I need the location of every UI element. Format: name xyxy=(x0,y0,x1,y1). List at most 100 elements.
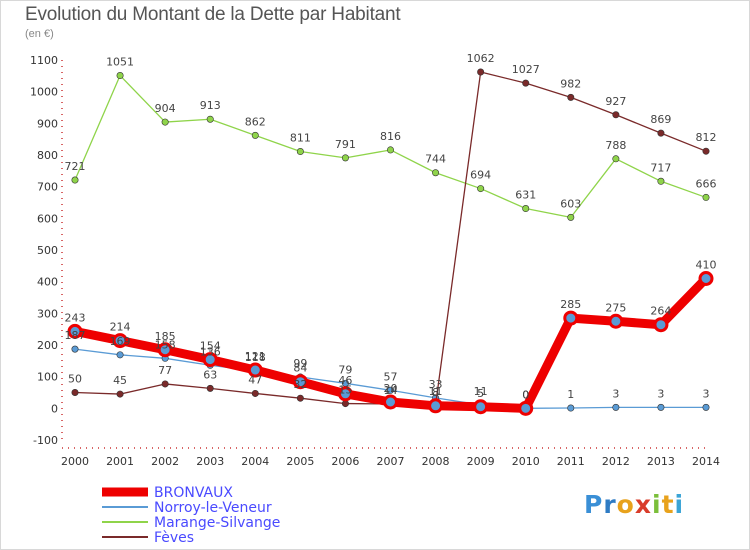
chart-title: Evolution du Montant de la Dette par Hab… xyxy=(25,4,401,25)
y-tick-label: 300 xyxy=(37,307,58,320)
data-label: 744 xyxy=(425,153,446,166)
data-label: 904 xyxy=(155,102,176,115)
y-tick-label: 600 xyxy=(37,212,58,225)
data-point xyxy=(206,384,214,392)
data-point xyxy=(206,115,214,123)
legend-label: Norroy-le-Veneur xyxy=(154,500,272,516)
data-label: 32 xyxy=(293,378,307,391)
data-label: 0 xyxy=(522,388,529,401)
chart-subtitle: (en €) xyxy=(25,28,54,40)
data-label: 862 xyxy=(245,115,266,128)
logo-letter: t xyxy=(661,490,675,519)
data-label: 15 xyxy=(338,384,352,397)
data-label: 869 xyxy=(650,113,671,126)
logo-letter: P xyxy=(584,490,604,519)
logo-letter: o xyxy=(616,490,635,519)
logo-letter: r xyxy=(603,490,617,519)
proxiti-logo: Proxiti xyxy=(584,490,684,519)
data-point xyxy=(383,394,398,410)
axes: -100010020030040050060070080090010001100… xyxy=(30,54,720,468)
data-point xyxy=(567,93,575,101)
x-tick-label: 2004 xyxy=(241,455,269,468)
data-label: 136 xyxy=(200,345,221,358)
data-point xyxy=(518,400,534,416)
data-label: 0 xyxy=(522,388,529,401)
data-point xyxy=(702,147,710,155)
data-label: 1027 xyxy=(512,63,540,76)
data-label: 410 xyxy=(696,259,717,272)
data-label: 47 xyxy=(248,373,262,386)
logo-letter: i xyxy=(652,490,662,519)
x-tick-label: 2011 xyxy=(557,455,585,468)
data-label: 285 xyxy=(560,298,581,311)
legend-label: BRONVAUX xyxy=(154,485,233,501)
data-label: 77 xyxy=(158,364,172,377)
y-tick-label: 1100 xyxy=(30,54,58,67)
data-label: 694 xyxy=(470,169,491,182)
data-point xyxy=(251,389,259,397)
data-label: 3 xyxy=(657,387,664,400)
y-tick-label: 500 xyxy=(37,244,58,257)
x-tick-label: 2007 xyxy=(377,455,405,468)
y-tick-label: 900 xyxy=(37,117,58,130)
data-point xyxy=(116,390,124,398)
x-tick-label: 2009 xyxy=(467,455,495,468)
y-tick-label: 700 xyxy=(37,181,58,194)
data-point xyxy=(296,148,304,156)
data-label: 666 xyxy=(696,177,717,190)
series-lines xyxy=(67,68,714,416)
data-label: 46 xyxy=(338,374,352,387)
data-point xyxy=(161,118,169,126)
data-label: 811 xyxy=(290,132,311,145)
data-label: 927 xyxy=(605,95,626,108)
data-point xyxy=(71,388,79,396)
y-tick-label: 200 xyxy=(37,339,58,352)
data-point xyxy=(341,154,349,162)
data-point xyxy=(567,404,575,412)
data-label: 3 xyxy=(612,387,619,400)
data-label: 14 xyxy=(384,384,398,397)
data-label: 11 xyxy=(429,385,443,398)
y-tick-label: 800 xyxy=(37,149,58,162)
data-label: 1051 xyxy=(106,56,134,69)
legend-label: Fèves xyxy=(154,530,194,546)
data-point xyxy=(702,193,710,201)
data-label: 264 xyxy=(650,305,671,318)
x-tick-label: 2014 xyxy=(692,455,720,468)
data-point xyxy=(386,386,394,394)
x-tick-label: 2013 xyxy=(647,455,675,468)
data-point xyxy=(698,271,714,286)
data-label: 20 xyxy=(384,382,398,395)
data-label: 1062 xyxy=(467,52,495,65)
data-point xyxy=(477,185,485,193)
data-label: 1 xyxy=(567,388,574,401)
x-tick-label: 2008 xyxy=(422,455,450,468)
data-point xyxy=(341,400,349,408)
data-label: 11 xyxy=(474,385,488,398)
x-tick-label: 2010 xyxy=(512,455,540,468)
data-label: 3 xyxy=(703,387,710,400)
data-label: 721 xyxy=(65,160,86,173)
x-tick-label: 2005 xyxy=(286,455,314,468)
x-tick-label: 2000 xyxy=(61,455,89,468)
y-tick-label: 1000 xyxy=(30,86,58,99)
data-label: 187 xyxy=(65,329,86,342)
data-point xyxy=(473,399,489,415)
data-point xyxy=(612,403,620,411)
x-tick-label: 2002 xyxy=(151,455,179,468)
data-label: 169 xyxy=(110,335,131,348)
logo-letter: i xyxy=(674,490,685,519)
data-point xyxy=(432,169,440,177)
data-point xyxy=(612,155,620,163)
data-point xyxy=(608,313,624,329)
data-point xyxy=(386,146,394,154)
data-point xyxy=(116,72,124,80)
data-point xyxy=(251,131,259,139)
data-point xyxy=(202,352,218,368)
data-point xyxy=(702,403,710,411)
data-point xyxy=(563,310,579,326)
data-label: 158 xyxy=(155,338,176,351)
data-label: 812 xyxy=(696,131,717,144)
